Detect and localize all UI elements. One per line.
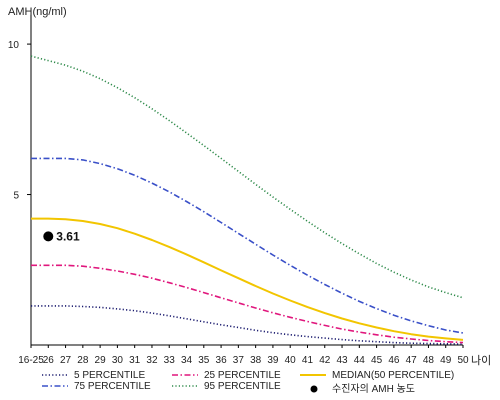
legend-label: MEDIAN(50 PERCENTILE): [332, 370, 454, 381]
x-tick-label: 46: [388, 355, 400, 366]
x-tick-label: 40: [285, 355, 297, 366]
x-tick-label: 16-25: [18, 355, 44, 366]
x-tick-label: 42: [319, 355, 331, 366]
x-tick-label: 31: [129, 355, 141, 366]
annotations: 3.61: [43, 229, 80, 243]
x-tick-label: 33: [164, 355, 176, 366]
series-lines: [30, 55, 464, 345]
x-tick-label: 36: [216, 355, 228, 366]
x-tick-label: 30: [112, 355, 124, 366]
axes: AMH(ng/ml) 나이: [8, 6, 491, 367]
patient-amh-value-label: 3.61: [56, 229, 80, 243]
legend-label: 95 PERCENTILE: [204, 381, 281, 392]
series-line-25-percentile: [31, 264, 464, 344]
legend-label: 75 PERCENTILE: [74, 381, 151, 392]
x-tick-label: 45: [371, 355, 383, 366]
x-tick-label: 48: [423, 355, 435, 366]
x-tick-label: 29: [95, 355, 107, 366]
x-tick-label: 49: [440, 355, 452, 366]
x-axis-title: 나이: [471, 354, 491, 367]
x-tick-label: 32: [146, 355, 158, 366]
x-tick-label: 35: [198, 355, 210, 366]
x-tick-label: 39: [267, 355, 279, 366]
series-line-median-50-percentile: [31, 217, 464, 341]
x-tick-label: 44: [354, 355, 366, 366]
x-tick-label: 50: [457, 355, 469, 366]
series-line-95-percentile: [30, 55, 464, 299]
x-tick-label: 41: [302, 355, 314, 366]
x-tick-label: 34: [181, 355, 193, 366]
x-tick-label: 27: [60, 355, 72, 366]
x-tick-label: 37: [233, 355, 245, 366]
legend-patient-marker: [310, 385, 318, 393]
legend: 5 PERCENTILE 25 PERCENTILE MEDIAN(50 PERCE…: [42, 370, 454, 395]
x-tick-label: 38: [250, 355, 262, 366]
legend-label: 5 PERCENTILE: [74, 370, 145, 381]
patient-amh-point: [43, 231, 54, 242]
legend-label-patient: 수진자의 AMH 농도: [332, 383, 415, 395]
series-line-5-percentile: [31, 305, 464, 345]
x-tick-label: 47: [406, 355, 418, 366]
x-tick-label: 43: [336, 355, 348, 366]
y-axis-title: AMH(ng/ml): [8, 6, 67, 18]
x-tick-label: 26: [43, 355, 55, 366]
y-tick-label: 5: [13, 191, 19, 202]
legend-label: 25 PERCENTILE: [204, 370, 281, 381]
x-tick-label: 28: [77, 355, 89, 366]
y-tick-label: 10: [8, 40, 20, 51]
